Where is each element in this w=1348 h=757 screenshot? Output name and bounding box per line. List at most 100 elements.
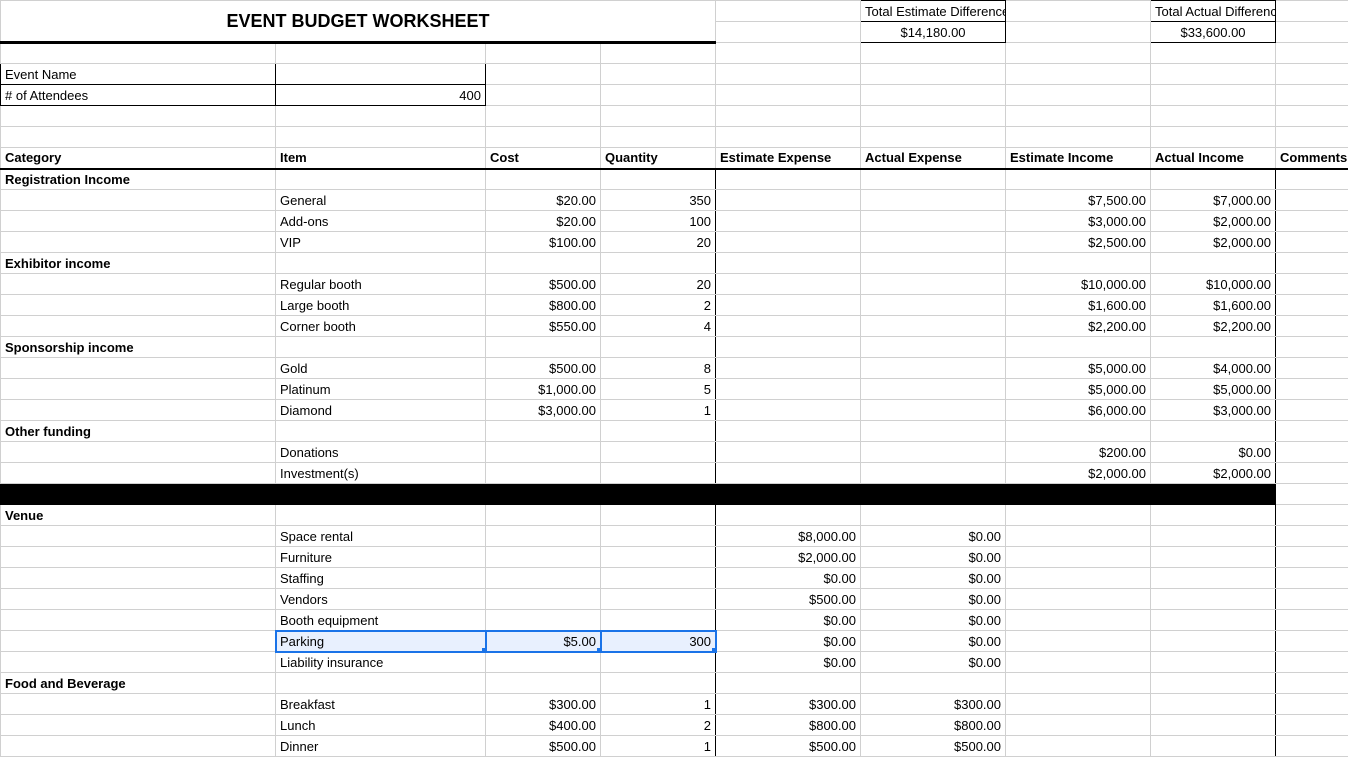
attendees-value[interactable]: 400 bbox=[276, 85, 486, 106]
cell[interactable] bbox=[1006, 85, 1151, 106]
cell[interactable] bbox=[861, 232, 1006, 253]
budget-worksheet[interactable]: EVENT BUDGET WORKSHEET Total Estimate Di… bbox=[0, 0, 1348, 757]
cell[interactable] bbox=[1006, 421, 1151, 442]
act-expense-cell[interactable]: $0.00 bbox=[861, 652, 1006, 673]
est-income-cell[interactable]: $2,000.00 bbox=[1006, 463, 1151, 484]
cell[interactable] bbox=[1006, 568, 1151, 589]
qty-cell[interactable]: 1 bbox=[601, 400, 716, 421]
cell[interactable] bbox=[1276, 652, 1348, 673]
cell[interactable] bbox=[1006, 652, 1151, 673]
cell[interactable] bbox=[1276, 358, 1348, 379]
cell[interactable] bbox=[1276, 673, 1348, 694]
cell[interactable] bbox=[716, 421, 861, 442]
cell[interactable] bbox=[276, 337, 486, 358]
cell[interactable] bbox=[601, 547, 716, 568]
cell[interactable] bbox=[601, 589, 716, 610]
cell[interactable] bbox=[276, 253, 486, 274]
cell[interactable] bbox=[861, 442, 1006, 463]
cell[interactable] bbox=[1276, 43, 1348, 64]
est-income-cell[interactable]: $5,000.00 bbox=[1006, 358, 1151, 379]
cell[interactable] bbox=[1276, 715, 1348, 736]
cell[interactable] bbox=[1276, 505, 1348, 526]
cell[interactable] bbox=[486, 442, 601, 463]
cell[interactable] bbox=[601, 568, 716, 589]
cell[interactable] bbox=[861, 169, 1006, 190]
cell[interactable] bbox=[1151, 610, 1276, 631]
cell[interactable] bbox=[1276, 85, 1348, 106]
cell[interactable] bbox=[1276, 295, 1348, 316]
cell[interactable] bbox=[861, 400, 1006, 421]
cell[interactable] bbox=[1151, 694, 1276, 715]
cell[interactable] bbox=[1276, 232, 1348, 253]
cell[interactable] bbox=[861, 127, 1006, 148]
cell[interactable] bbox=[276, 673, 486, 694]
table-row[interactable]: Furniture $2,000.00 $0.00 bbox=[1, 547, 1348, 568]
cost-cell[interactable]: $5.00 bbox=[486, 631, 601, 652]
table-row[interactable]: Booth equipment $0.00 $0.00 bbox=[1, 610, 1348, 631]
item-cell[interactable]: Gold bbox=[276, 358, 486, 379]
table-row[interactable]: Liability insurance $0.00 $0.00 bbox=[1, 652, 1348, 673]
cost-cell[interactable]: $500.00 bbox=[486, 358, 601, 379]
cost-cell[interactable]: $500.00 bbox=[486, 274, 601, 295]
cell[interactable] bbox=[486, 673, 601, 694]
cell[interactable] bbox=[1276, 64, 1348, 85]
cost-cell[interactable]: $500.00 bbox=[486, 736, 601, 757]
cell[interactable] bbox=[276, 421, 486, 442]
cell[interactable] bbox=[1, 526, 276, 547]
cell[interactable] bbox=[1151, 253, 1276, 274]
cell[interactable] bbox=[1276, 337, 1348, 358]
cell[interactable] bbox=[1151, 421, 1276, 442]
cell[interactable] bbox=[486, 337, 601, 358]
act-expense-cell[interactable]: $0.00 bbox=[861, 526, 1006, 547]
est-expense-cell[interactable]: $500.00 bbox=[716, 736, 861, 757]
cell[interactable] bbox=[601, 169, 716, 190]
cell[interactable] bbox=[1276, 568, 1348, 589]
table-row[interactable]: Large booth $800.00 2 $1,600.00 $1,600.0… bbox=[1, 295, 1348, 316]
cell[interactable] bbox=[716, 253, 861, 274]
cell[interactable] bbox=[716, 673, 861, 694]
cell[interactable] bbox=[601, 526, 716, 547]
cell[interactable] bbox=[276, 127, 486, 148]
table-row[interactable]: Staffing $0.00 $0.00 bbox=[1, 568, 1348, 589]
cell[interactable] bbox=[1276, 274, 1348, 295]
cell[interactable] bbox=[1, 43, 276, 64]
act-income-cell[interactable]: $2,000.00 bbox=[1151, 232, 1276, 253]
cell[interactable] bbox=[1276, 316, 1348, 337]
cost-cell[interactable]: $550.00 bbox=[486, 316, 601, 337]
table-row[interactable]: Breakfast $300.00 1 $300.00 $300.00 bbox=[1, 694, 1348, 715]
cell[interactable] bbox=[1, 316, 276, 337]
cell[interactable] bbox=[716, 274, 861, 295]
cell[interactable] bbox=[601, 610, 716, 631]
qty-cell[interactable]: 20 bbox=[601, 274, 716, 295]
cell[interactable] bbox=[1006, 22, 1151, 43]
cell[interactable] bbox=[601, 463, 716, 484]
table-row[interactable]: Corner booth $550.00 4 $2,200.00 $2,200.… bbox=[1, 316, 1348, 337]
act-income-cell[interactable]: $7,000.00 bbox=[1151, 190, 1276, 211]
cost-cell[interactable]: $300.00 bbox=[486, 694, 601, 715]
item-cell[interactable]: Regular booth bbox=[276, 274, 486, 295]
est-income-cell[interactable]: $3,000.00 bbox=[1006, 211, 1151, 232]
cell[interactable] bbox=[601, 337, 716, 358]
cell[interactable] bbox=[716, 463, 861, 484]
act-income-cell[interactable]: $3,000.00 bbox=[1151, 400, 1276, 421]
cell[interactable] bbox=[716, 1, 861, 22]
cell[interactable] bbox=[861, 64, 1006, 85]
act-income-cell[interactable]: $0.00 bbox=[1151, 442, 1276, 463]
cell[interactable] bbox=[716, 295, 861, 316]
cell[interactable] bbox=[1006, 337, 1151, 358]
cell[interactable] bbox=[1151, 589, 1276, 610]
cell[interactable] bbox=[1006, 589, 1151, 610]
cell[interactable] bbox=[1006, 610, 1151, 631]
item-cell[interactable]: Dinner bbox=[276, 736, 486, 757]
cell[interactable] bbox=[1006, 64, 1151, 85]
cell[interactable] bbox=[601, 64, 716, 85]
cell[interactable] bbox=[861, 211, 1006, 232]
cell[interactable] bbox=[861, 673, 1006, 694]
cell[interactable] bbox=[716, 358, 861, 379]
cell[interactable] bbox=[861, 358, 1006, 379]
cell[interactable] bbox=[716, 442, 861, 463]
act-income-cell[interactable]: $2,200.00 bbox=[1151, 316, 1276, 337]
item-cell[interactable]: Vendors bbox=[276, 589, 486, 610]
act-income-cell[interactable]: $4,000.00 bbox=[1151, 358, 1276, 379]
cost-cell[interactable]: $3,000.00 bbox=[486, 400, 601, 421]
